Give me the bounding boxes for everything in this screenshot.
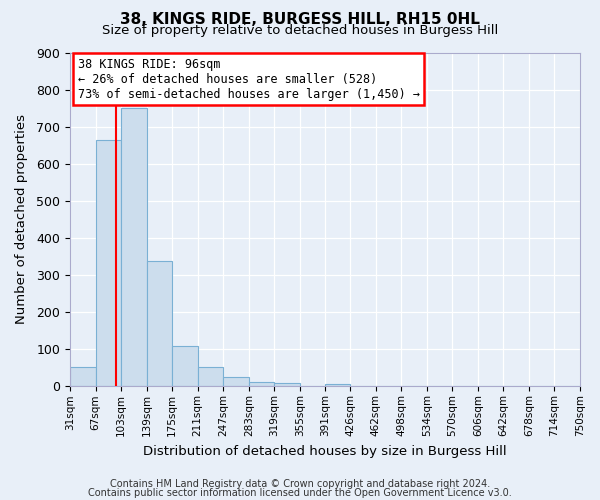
- Bar: [146, 261, 172, 386]
- Bar: [274, 384, 300, 386]
- Bar: [249, 382, 274, 386]
- Text: Contains HM Land Registry data © Crown copyright and database right 2024.: Contains HM Land Registry data © Crown c…: [110, 479, 490, 489]
- Text: 38 KINGS RIDE: 96sqm
← 26% of detached houses are smaller (528)
73% of semi-deta: 38 KINGS RIDE: 96sqm ← 26% of detached h…: [78, 58, 420, 100]
- Bar: [198, 368, 223, 386]
- Text: Size of property relative to detached houses in Burgess Hill: Size of property relative to detached ho…: [102, 24, 498, 37]
- X-axis label: Distribution of detached houses by size in Burgess Hill: Distribution of detached houses by size …: [143, 444, 507, 458]
- Bar: [70, 367, 95, 386]
- Text: Contains public sector information licensed under the Open Government Licence v3: Contains public sector information licen…: [88, 488, 512, 498]
- Bar: [172, 346, 198, 387]
- Bar: [325, 384, 350, 386]
- Y-axis label: Number of detached properties: Number of detached properties: [15, 114, 28, 324]
- Text: 38, KINGS RIDE, BURGESS HILL, RH15 0HL: 38, KINGS RIDE, BURGESS HILL, RH15 0HL: [120, 12, 480, 28]
- Bar: [121, 108, 146, 386]
- Bar: [223, 377, 249, 386]
- Bar: [95, 140, 121, 386]
